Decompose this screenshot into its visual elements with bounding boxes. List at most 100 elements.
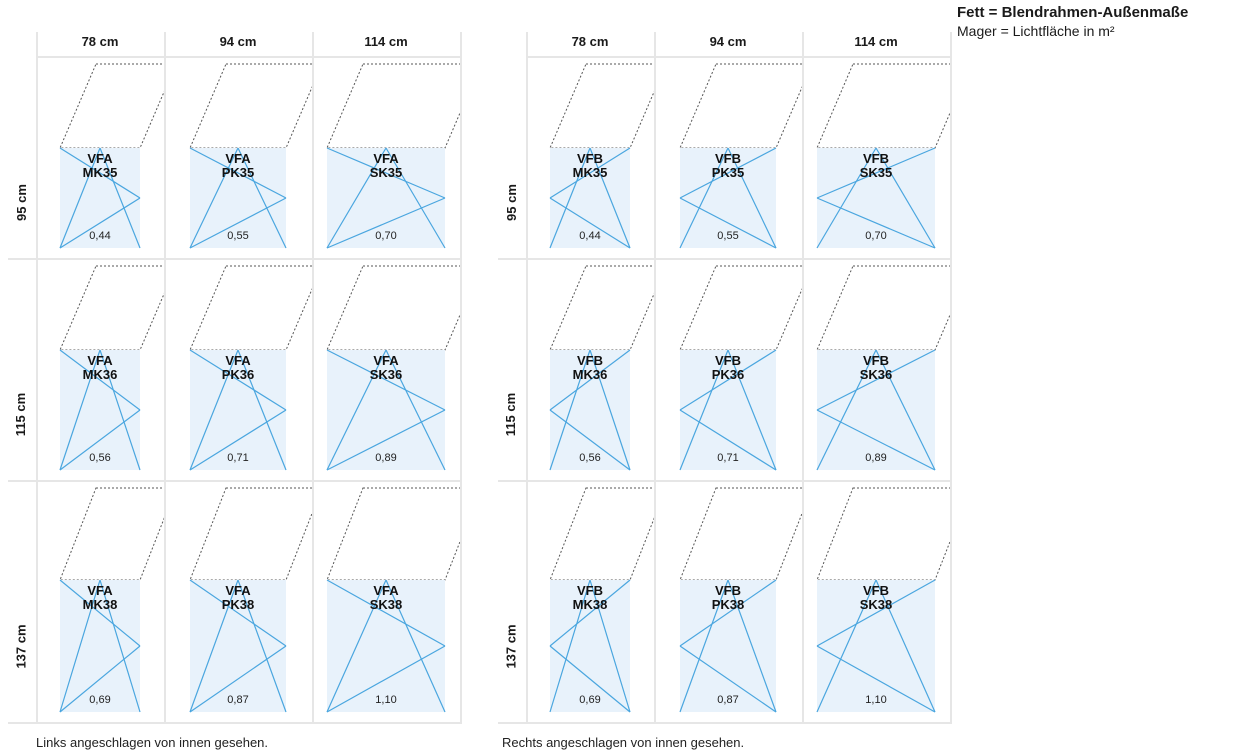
model-series: VFA [87, 151, 113, 166]
opening-direction-line [679, 147, 729, 249]
open-sash-outline [679, 63, 802, 149]
window-drawing [549, 487, 654, 713]
light-area-value: 0,71 [227, 452, 249, 464]
open-sash-outline [816, 265, 950, 351]
model-size-code: SK38 [859, 597, 893, 612]
window-cell: VFA MK38 0,69 [36, 480, 164, 722]
window-drawing [679, 63, 802, 249]
opening-direction-line [189, 409, 287, 471]
opening-direction-line [549, 579, 591, 713]
opening-direction-line [237, 147, 287, 249]
grid-hline [8, 258, 462, 260]
glass-pane [190, 148, 286, 248]
row-header: 95 cm [498, 146, 524, 258]
right-caption: Rechts angeschlagen von innen gesehen. [502, 735, 745, 750]
model-series: VFB [863, 583, 889, 598]
left-caption: Links angeschlagen von innen gesehen. [36, 735, 269, 750]
window-drawing [59, 265, 164, 471]
opening-direction-line [816, 147, 936, 199]
window-cell: VFA SK36 0,89 [312, 258, 460, 480]
opening-direction-line [189, 645, 287, 713]
opening-direction-line [589, 349, 631, 471]
glass-pane [550, 580, 630, 712]
opening-direction-line [816, 349, 877, 471]
glass-pane [817, 148, 935, 248]
opening-direction-line [99, 579, 141, 713]
model-series: VFA [87, 353, 113, 368]
opening-direction-line [59, 147, 141, 199]
opening-direction-line [816, 349, 936, 411]
open-sash-outline [326, 63, 460, 149]
model-series: VFB [577, 151, 603, 166]
open-sash-outline [679, 487, 802, 581]
model-label: VFB MK38 [526, 584, 654, 612]
model-series: VFB [577, 353, 603, 368]
glass-pane [60, 350, 140, 470]
grid-vline [802, 32, 804, 722]
model-size-code: PK38 [221, 597, 255, 612]
model-size-code: MK36 [82, 367, 118, 382]
light-area-value: 0,56 [579, 452, 601, 464]
opening-direction-line [679, 579, 729, 713]
row-header: 95 cm [8, 146, 34, 258]
model-label: VFB SK38 [802, 584, 950, 612]
column-header: 78 cm [81, 34, 119, 49]
window-drawing [189, 265, 312, 471]
grid-hline [498, 480, 952, 482]
opening-direction-line [326, 197, 446, 249]
model-series: VFB [715, 151, 741, 166]
opening-direction-line [237, 579, 287, 713]
light-area-value: 0,70 [865, 230, 887, 242]
opening-direction-line [679, 645, 777, 713]
opening-direction-line [679, 349, 777, 411]
model-label: VFA MK35 [36, 152, 164, 180]
opening-direction-line [816, 645, 936, 713]
opening-direction-line [816, 197, 936, 249]
window-cell: VFB MK35 0,44 [526, 56, 654, 258]
glass-pane [327, 580, 445, 712]
grid-vline [950, 32, 952, 722]
window-cell: VFA MK35 0,44 [36, 56, 164, 258]
model-size-code: PK38 [711, 597, 745, 612]
row-header-label: 115 cm [503, 392, 519, 436]
grid-vline [526, 32, 528, 722]
window-cell: VFA MK36 0,56 [36, 258, 164, 480]
grid-vline [460, 32, 462, 722]
opening-direction-line [875, 147, 936, 249]
model-size-code: SK36 [369, 367, 403, 382]
window-cell: VFB PK35 0,55 [654, 56, 802, 258]
model-label: VFA MK36 [36, 354, 164, 382]
legend-bold: Fett = Blendrahmen-Außenmaße [957, 4, 1189, 21]
opening-direction-line [59, 579, 101, 713]
window-cell: VFA PK35 0,55 [164, 56, 312, 258]
grid-vline [36, 32, 38, 722]
window-drawing [549, 63, 654, 249]
opening-direction-line [189, 579, 287, 647]
window-drawing [816, 487, 950, 713]
glass-pane [60, 148, 140, 248]
opening-direction-line [59, 197, 141, 249]
row-header-label: 95 cm [13, 183, 29, 221]
model-size-code: MK38 [82, 597, 118, 612]
opening-direction-line [875, 349, 936, 471]
opening-direction-line [189, 579, 239, 713]
light-area-value: 0,56 [89, 452, 111, 464]
opening-direction-line [549, 645, 631, 713]
open-sash-outline [326, 487, 460, 581]
opening-direction-line [59, 579, 141, 647]
row-header: 137 cm [498, 570, 524, 722]
window-cell: VFB SK38 1,10 [802, 480, 950, 722]
model-series: VFA [87, 583, 113, 598]
opening-direction-line [326, 409, 446, 471]
window-cell: VFB SK36 0,89 [802, 258, 950, 480]
model-series: VFA [373, 583, 399, 598]
model-series: VFB [863, 353, 889, 368]
window-drawing [679, 487, 802, 713]
grid-vline [164, 32, 166, 722]
opening-direction-line [679, 409, 777, 471]
opening-direction-line [727, 349, 777, 471]
glass-pane [680, 580, 776, 712]
column-header: 114 cm [854, 34, 898, 49]
model-size-code: PK35 [711, 165, 745, 180]
light-area-value: 0,87 [227, 694, 249, 706]
